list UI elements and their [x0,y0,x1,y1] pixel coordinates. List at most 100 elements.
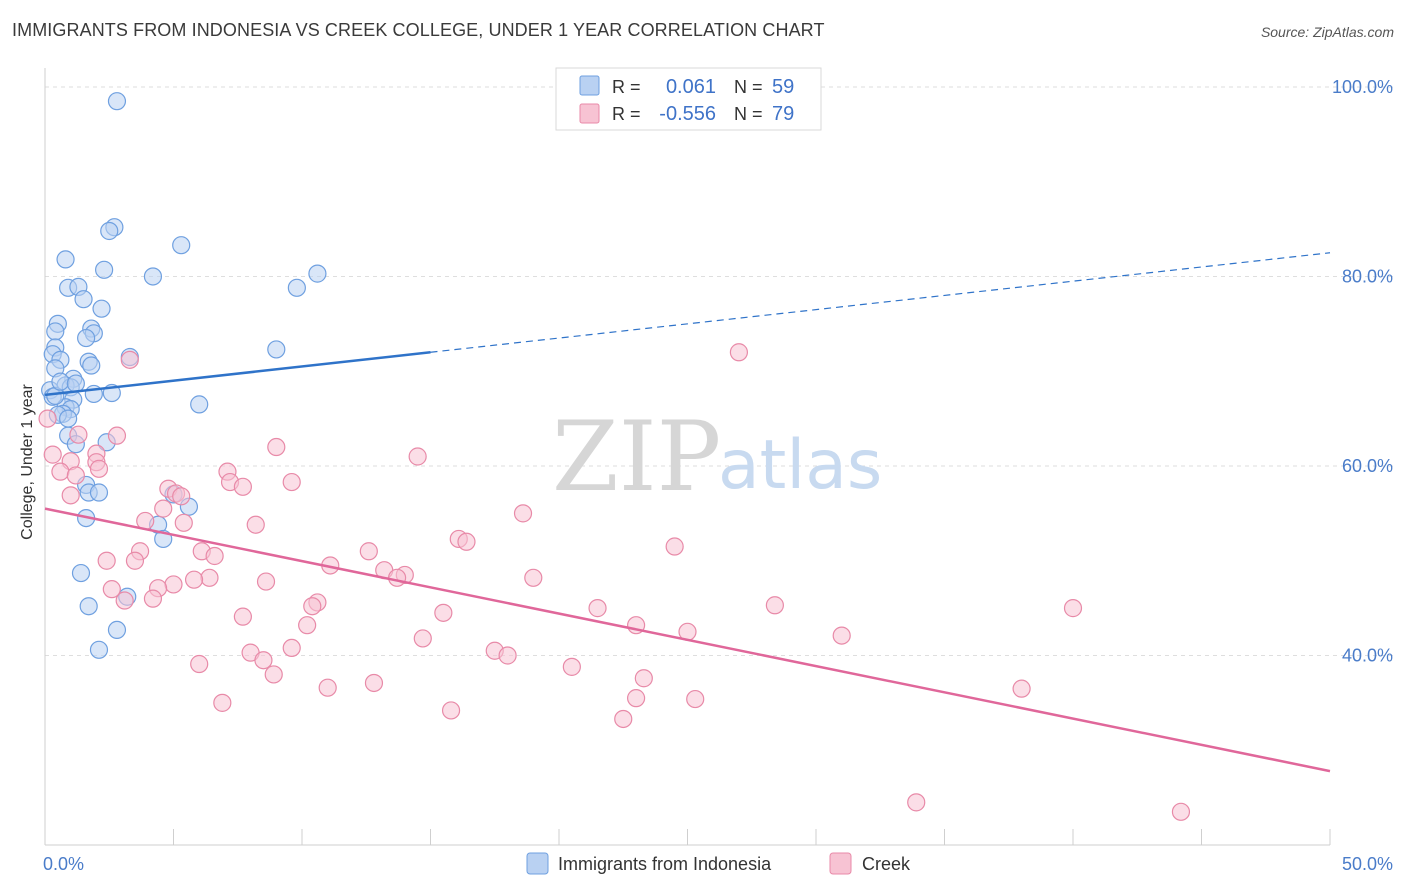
y-tick-label-80: 80.0% [1342,266,1393,286]
y-axis-label: College, Under 1 year [19,384,36,540]
creek-point-65 [254,651,273,670]
creek-point-66 [190,654,209,674]
creek-point-26 [246,515,265,534]
creek-point-75 [213,693,232,712]
creek-point-16 [282,472,301,492]
indonesia-point-10 [287,278,306,297]
creek-point-78 [907,793,926,812]
creek-point-12 [51,462,70,481]
indonesia-point-51 [71,563,91,583]
indonesia-point-12 [92,299,111,318]
creek-point-42 [184,570,204,589]
y-tick-labels: 40.0% 60.0% 80.0% 100.0% [1332,77,1393,666]
creek-point-1 [120,350,139,369]
indonesia-point-57 [51,372,70,391]
indonesia-point-17 [77,328,96,348]
creek-point-72 [1012,679,1031,698]
creek-point-48 [115,591,134,610]
creek-point-55 [233,607,252,626]
indonesia-point-39 [59,409,78,428]
watermark-zip: ZIP [552,401,721,513]
indonesia-point-5 [95,260,114,279]
indonesia-point-55 [89,640,109,659]
chart-title: IMMIGRANTS FROM INDONESIA VS CREEK COLLE… [12,20,825,40]
creek-point-41 [200,568,219,587]
creek-point-77 [614,709,633,729]
creek-point-6 [408,447,427,466]
indonesia-point-3 [172,236,191,255]
creek-point-39 [387,568,407,587]
creek-point-50 [303,597,322,616]
legend-top: R = 0.061 N = 59 R = -0.556 N = 79 [555,67,822,131]
creek-point-69 [634,669,653,688]
creek-point-29 [665,537,684,556]
creek-point-61 [282,638,301,658]
series-indonesia [41,92,327,659]
creek-point-53 [588,599,607,618]
creek-point-73 [626,689,646,708]
creek-point-3 [107,426,127,445]
indonesia-point-4 [56,250,75,269]
trend-indonesia-dashed [430,252,1331,353]
legend-n-label-0: N = [734,77,763,97]
creek-point-13 [66,466,85,485]
legend-top-box [555,67,822,131]
indonesia-point-19 [267,340,286,359]
creek-point-33 [205,546,224,566]
creek-point-54 [434,603,453,622]
x-tick-label-left: 0.0% [43,854,84,874]
x-tick-marks [44,829,1331,845]
creek-point-76 [441,701,461,720]
creek-point-67 [562,657,581,676]
creek-point-51 [765,596,784,615]
creek-point-17 [233,477,252,496]
creek-point-4 [69,425,88,444]
creek-point-71 [318,678,337,697]
watermark: ZIP atlas [552,401,882,513]
legend-n-label-1: N = [734,104,763,124]
indonesia-point-15 [46,322,65,341]
legend-swatch-indonesia [579,75,600,96]
watermark-atlas: atlas [718,426,882,505]
creek-point-64 [498,646,517,665]
bottom-legend-swatch-indonesia [526,852,549,875]
creek-point-21 [172,487,191,506]
bottom-legend-swatch-creek [829,852,852,875]
legend-bottom: Immigrants from Indonesia Creek [526,852,911,875]
trend-indonesia-solid [44,351,431,397]
creek-point-20 [61,486,80,505]
indonesia-point-7 [308,264,327,283]
indonesia-point-6 [143,267,163,286]
legend-r-value-0: 0.061 [666,76,716,98]
creek-point-11 [89,459,109,478]
indonesia-point-53 [107,620,127,640]
series-creek [38,343,1191,821]
creek-point-0 [38,409,57,428]
indonesia-point-45 [89,483,109,502]
creek-point-52 [1063,599,1083,618]
bottom-legend-label-indonesia: Immigrants from Indonesia [558,854,772,874]
creek-point-44 [164,575,183,594]
creek-point-7 [43,445,62,464]
trend-creek [44,507,1331,773]
creek-point-40 [524,568,543,587]
legend-n-value-1: 79 [772,103,794,125]
creek-point-46 [102,580,121,599]
creek-point-70 [364,673,384,693]
creek-point-59 [832,626,851,645]
creek-point-22 [154,499,173,518]
legend-r-value-1: -0.556 [659,103,716,125]
grid-lines [45,86,1393,656]
source-label: Source: ZipAtlas.com [1260,24,1394,40]
trend-lines [44,252,1331,773]
indonesia-point-2 [100,221,119,241]
creek-point-28 [457,532,476,551]
y-tick-label-60: 60.0% [1342,456,1393,476]
legend-r-label-1: R = [612,104,641,124]
indonesia-point-58 [66,374,85,393]
creek-point-56 [298,616,317,635]
legend-r-label-0: R = [612,77,641,97]
creek-point-25 [174,513,193,532]
indonesia-point-25 [82,356,101,375]
